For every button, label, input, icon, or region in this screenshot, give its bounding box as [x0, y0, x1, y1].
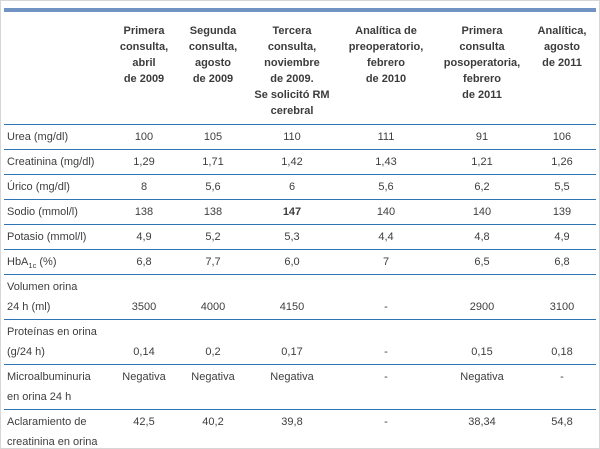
- column-header-analytics-2011: Analítica, agosto de 2011: [537, 25, 587, 69]
- column-header-visit-3: Tercera consulta, noviembre de 2009. Se …: [254, 25, 330, 117]
- table-cell: 6,0: [284, 256, 300, 268]
- table-cell: -: [384, 301, 388, 313]
- table-cell: Negativa: [270, 371, 314, 383]
- row-label: HbA1c (%): [4, 250, 110, 275]
- table-cell: 5,6: [205, 181, 221, 193]
- lab-results-table: Primera consulta, abril de 2009 Segunda …: [4, 8, 596, 448]
- table-cell: 0,18: [551, 346, 573, 358]
- header-row: Primera consulta, abril de 2009 Segunda …: [4, 10, 596, 125]
- table-cell: 6,8: [136, 256, 152, 268]
- row-label: Microalbuminuria en orina 24 h: [7, 371, 91, 403]
- table-cell: 5,6: [378, 181, 394, 193]
- table-cell: Negativa: [191, 371, 235, 383]
- row-label: Creatinina (mg/dl): [7, 156, 95, 168]
- table-cell: 1,43: [375, 156, 397, 168]
- table-cell: 6: [288, 181, 296, 193]
- row-label: Úrico (mg/dl): [7, 181, 70, 193]
- table-cell: 4,9: [136, 231, 152, 243]
- table-cell: Negativa: [122, 371, 166, 383]
- table-cell: 0,17: [281, 346, 303, 358]
- table-cell: 139: [552, 206, 572, 218]
- table-cell: 138: [203, 206, 223, 218]
- table-row-creatinina: Creatinina (mg/dl) 1,29 1,71 1,42 1,43 1…: [4, 150, 596, 175]
- table-cell: 2900: [469, 301, 495, 313]
- table-cell: 1,26: [551, 156, 573, 168]
- table-row-urico: Úrico (mg/dl) 8 5,6 6 5,6 6,2 5,5: [4, 175, 596, 200]
- table-cell: 138: [134, 206, 154, 218]
- column-header-visit-2: Segunda consulta, agosto de 2009: [188, 25, 238, 85]
- table-cell: 8: [140, 181, 148, 193]
- table-cell: 5,2: [205, 231, 221, 243]
- row-label: Urea (mg/dl): [7, 131, 69, 143]
- table-cell: 140: [472, 206, 492, 218]
- table-cell: 105: [203, 131, 223, 143]
- table-cell: 3100: [549, 301, 575, 313]
- table-cell: -: [384, 346, 388, 358]
- table-cell: 3500: [131, 301, 157, 313]
- table-cell: 42,5: [133, 416, 155, 428]
- table-cell: 110: [283, 131, 301, 143]
- table-cell: 4150: [279, 301, 305, 313]
- table-cell: 6,8: [554, 256, 570, 268]
- table-cell: 5,5: [554, 181, 570, 193]
- table-cell: Negativa: [460, 371, 504, 383]
- table-cell: 111: [377, 131, 395, 143]
- table-cell: 140: [376, 206, 396, 218]
- column-header-empty: [4, 10, 110, 125]
- table-row-proteinas-orina: Proteínas en orina (g/24 h) 0,14 0,2 0,1…: [4, 320, 596, 365]
- column-header-visit-1: Primera consulta, abril de 2009: [119, 25, 169, 85]
- table-row-hba1c: HbA1c (%) 6,8 7,7 6,0 7 6,5 6,8: [4, 250, 596, 275]
- table-cell: 5,3: [284, 231, 300, 243]
- row-label-subscript: 1c: [28, 261, 37, 271]
- table-row-urea: Urea (mg/dl) 100 105 110 111 91 106: [4, 125, 596, 150]
- table-cell: 40,2: [202, 416, 224, 428]
- row-label: Volumen orina 24 h (ml): [7, 281, 78, 313]
- table-cell: 6,5: [474, 256, 490, 268]
- table-cell: 0,15: [471, 346, 493, 358]
- table-cell: 1,21: [471, 156, 493, 168]
- table-cell: 100: [134, 131, 154, 143]
- row-label: Proteínas en orina (g/24 h): [7, 326, 97, 358]
- table-cell: -: [560, 371, 564, 383]
- table-cell: 1,29: [133, 156, 155, 168]
- table-cell: 54,8: [551, 416, 573, 428]
- table-cell: 0,2: [205, 346, 221, 358]
- table-cell: 38,34: [468, 416, 496, 428]
- table-cell: 0,14: [133, 346, 155, 358]
- table-cell: 106: [552, 131, 572, 143]
- column-header-postop: Primera consulta posoperatoria, febrero …: [443, 25, 521, 101]
- row-label: Aclaramiento de creatinina en orina (ml/…: [7, 416, 98, 448]
- table-cell: 4,9: [554, 231, 570, 243]
- table-cell: 39,8: [281, 416, 303, 428]
- table-row-potasio: Potasio (mmol/l) 4,9 5,2 5,3 4,4 4,8 4,9: [4, 225, 596, 250]
- table-row-sodio: Sodio (mmol/l) 138 138 147 140 140 139: [4, 200, 596, 225]
- row-label: Potasio (mmol/l): [7, 231, 87, 243]
- table-cell: 1,42: [281, 156, 303, 168]
- table-cell: 4,4: [378, 231, 394, 243]
- column-header-preop: Analítica de preoperatorio, febrero de 2…: [348, 25, 424, 85]
- table-cell: 6,2: [474, 181, 490, 193]
- row-label-text: HbA: [7, 256, 29, 268]
- table-cell: 7,7: [205, 256, 221, 268]
- table-cell: -: [384, 371, 388, 383]
- row-label-text: (%): [36, 256, 57, 268]
- table-cell: 4,8: [474, 231, 490, 243]
- table-cell: 4000: [200, 301, 226, 313]
- table-cell: -: [384, 416, 388, 428]
- table-cell: 91: [475, 131, 489, 143]
- table-cell: 7: [382, 256, 390, 268]
- table-cell: 1,71: [202, 156, 224, 168]
- table-row-microalbuminuria: Microalbuminuria en orina 24 h Negativa …: [4, 365, 596, 410]
- table-row-aclaramiento-creatinina: Aclaramiento de creatinina en orina (ml/…: [4, 410, 596, 448]
- table-row-volumen-orina: Volumen orina 24 h (ml) 3500 4000 4150 -…: [4, 275, 596, 320]
- table-cell-highlighted: 147: [282, 206, 302, 218]
- row-label: Sodio (mmol/l): [7, 206, 78, 218]
